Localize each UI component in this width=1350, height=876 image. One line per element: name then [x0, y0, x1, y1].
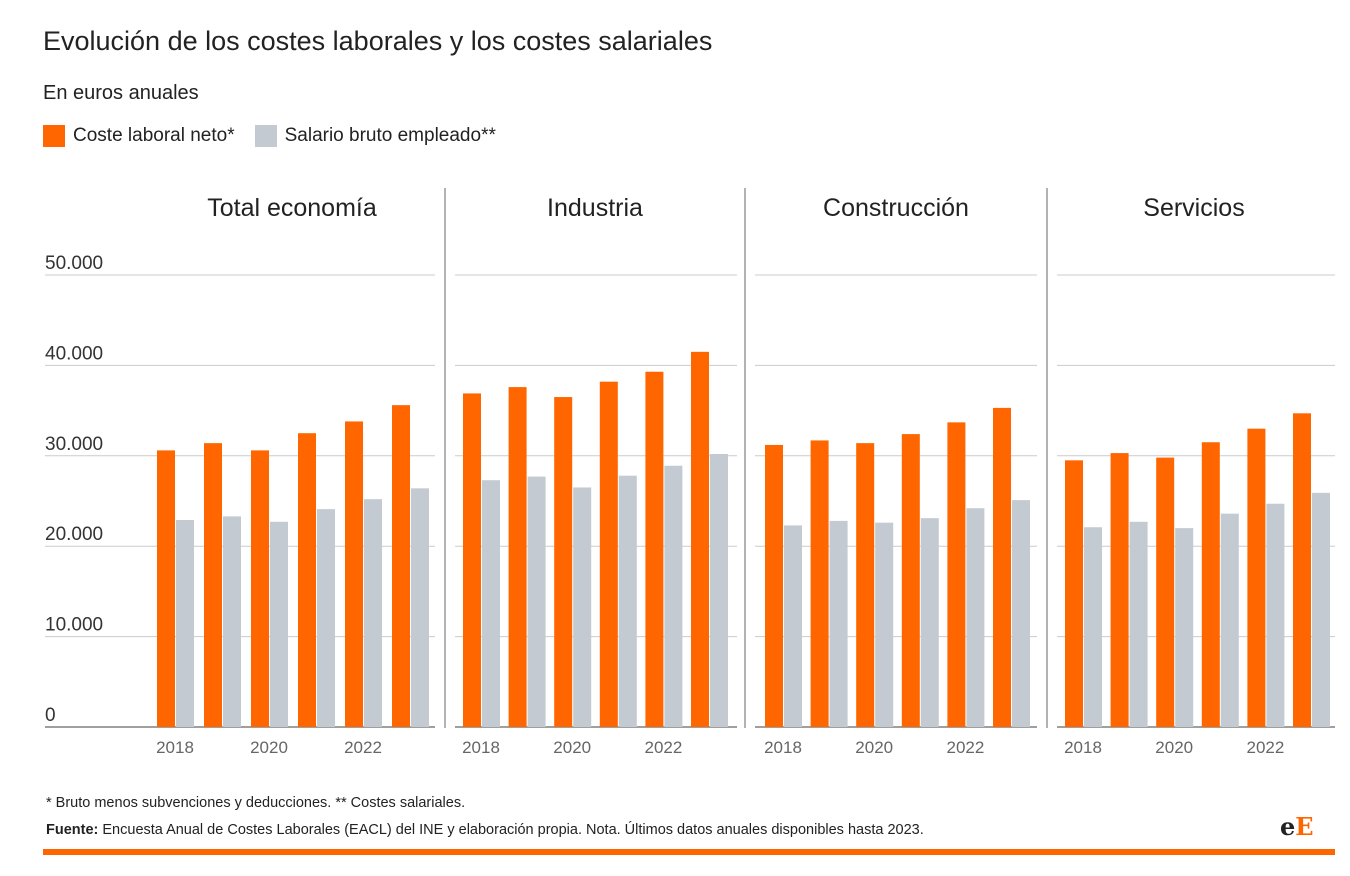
- bar-salario-2019: [527, 476, 546, 727]
- panel-title: Industria: [547, 194, 643, 222]
- logo: eE: [1280, 812, 1314, 841]
- bar-coste-2023: [1293, 413, 1311, 727]
- bar-coste-2019: [508, 387, 527, 727]
- y-tick-label: 40.000: [45, 343, 103, 364]
- bar-salario-2023: [1312, 492, 1330, 727]
- bar-coste-2018: [1065, 460, 1083, 727]
- bar-coste-2020: [554, 397, 573, 727]
- bar-coste-2021: [901, 434, 920, 727]
- y-tick-label: 10.000: [45, 615, 103, 636]
- legend-swatch-gray: [254, 125, 277, 147]
- legend-label-salario: Salario bruto empleado**: [284, 125, 496, 146]
- footer-rule: [43, 849, 1335, 855]
- x-tick-label: 2020: [1155, 738, 1193, 757]
- bar-salario-2022: [364, 499, 382, 727]
- x-tick-label: 2020: [855, 738, 893, 757]
- x-tick-label: 2018: [764, 738, 802, 757]
- bar-salario-2021: [920, 518, 939, 727]
- bar-coste-2022: [1247, 428, 1266, 727]
- x-tick-label: 2020: [553, 738, 591, 757]
- x-tick-label: 2018: [1064, 738, 1102, 757]
- bar-salario-2018: [482, 480, 500, 727]
- bar-salario-2019: [223, 516, 241, 727]
- legend-label-coste: Coste laboral neto*: [73, 125, 235, 146]
- bar-salario-2019: [1129, 521, 1148, 727]
- footnote: * Bruto menos subvenciones y deducciones…: [46, 795, 466, 811]
- x-tick-label: 2018: [462, 738, 500, 757]
- bar-salario-2021: [317, 509, 335, 727]
- bar-salario-2023: [411, 488, 429, 727]
- bar-coste-2018: [157, 450, 175, 727]
- bar-salario-2023: [710, 453, 728, 727]
- bar-coste-2022: [645, 371, 664, 727]
- bar-salario-2020: [1175, 528, 1194, 727]
- x-tick-label: 2018: [156, 738, 194, 757]
- bar-salario-2021: [1220, 513, 1239, 727]
- bar-salario-2020: [875, 522, 894, 727]
- panel-title: Total economía: [207, 194, 377, 222]
- bar-coste-2021: [298, 433, 316, 727]
- y-tick-label: 30.000: [45, 434, 103, 455]
- bar-coste-2021: [599, 381, 618, 727]
- legend-swatch-orange: [43, 125, 65, 147]
- panel-title: Servicios: [1143, 194, 1244, 222]
- bar-coste-2019: [204, 443, 222, 727]
- bar-coste-2021: [1201, 442, 1220, 727]
- bar-salario-2022: [966, 508, 985, 727]
- bar-salario-2020: [270, 521, 288, 727]
- bar-salario-2022: [1266, 503, 1285, 727]
- chart-subtitle: En euros anuales: [43, 82, 199, 104]
- bar-coste-2019: [810, 440, 829, 727]
- y-tick-label: 20.000: [45, 524, 103, 545]
- source-text: Encuesta Anual de Costes Laborales (EACL…: [98, 822, 924, 838]
- bar-salario-2020: [573, 487, 592, 727]
- chart-title: Evolución de los costes laborales y los …: [43, 26, 713, 56]
- bar-coste-2022: [345, 421, 363, 727]
- bar-coste-2020: [1156, 457, 1175, 727]
- x-tick-label: 2022: [1246, 738, 1284, 757]
- x-tick-label: 2020: [250, 738, 288, 757]
- bar-coste-2023: [993, 407, 1011, 727]
- panel-title: Construcción: [823, 194, 969, 222]
- legend: Coste laboral neto* Salario bruto emplea…: [43, 125, 496, 147]
- x-tick-label: 2022: [344, 738, 382, 757]
- y-tick-label: 50.000: [45, 253, 103, 274]
- bar-salario-2018: [176, 519, 194, 727]
- source-label: Fuente:: [46, 822, 99, 838]
- bar-salario-2022: [664, 465, 683, 727]
- bar-coste-2022: [947, 422, 966, 727]
- bar-coste-2020: [856, 443, 875, 727]
- bar-coste-2023: [392, 405, 410, 727]
- bar-coste-2019: [1110, 453, 1129, 727]
- bar-salario-2023: [1012, 500, 1030, 727]
- bar-salario-2021: [618, 475, 637, 727]
- x-tick-label: 2022: [946, 738, 984, 757]
- bar-salario-2018: [1084, 527, 1102, 727]
- bar-coste-2018: [463, 393, 481, 727]
- bar-salario-2019: [829, 520, 848, 727]
- bar-coste-2018: [765, 444, 783, 727]
- y-tick-label: 0: [45, 705, 56, 726]
- bar-coste-2020: [251, 450, 269, 727]
- x-tick-label: 2022: [644, 738, 682, 757]
- bar-salario-2018: [784, 525, 802, 727]
- source: Fuente: Encuesta Anual de Costes Laboral…: [46, 822, 924, 838]
- bar-coste-2023: [691, 351, 709, 727]
